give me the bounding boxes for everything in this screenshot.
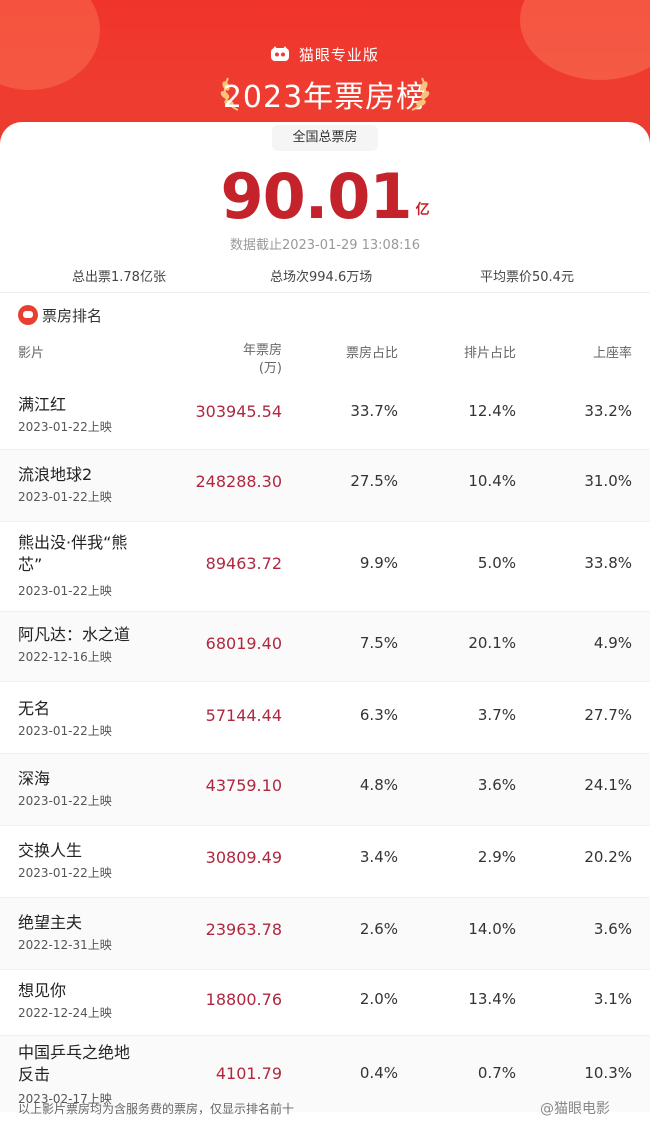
film-name: 阿凡达：水之道 (18, 625, 131, 644)
ranking-title-text: 票房排名 (42, 307, 103, 325)
table-row[interactable]: 无名 2023-01-22上映 57144.44 6.3% 3.7% 27.7% (0, 682, 650, 754)
film-name: 想见你 (18, 981, 67, 1000)
ranking-title: 票房排名 (18, 305, 102, 326)
average-price: 平均票价50.4元 (480, 270, 574, 285)
occupancy-value: 3.6% (593, 920, 632, 938)
release-date: 2023-02-17上映 (18, 1092, 112, 1106)
box-share-value: 6.3% (359, 706, 398, 724)
schedule-share-value: 2.9% (477, 848, 516, 866)
brand-name: 猫眼专业版 (298, 46, 379, 64)
occupancy-value: 3.1% (593, 990, 632, 1008)
column-box-share: 票房占比 (345, 346, 398, 361)
maoyan-logo-icon (271, 46, 290, 61)
table-row[interactable]: 满江红 2023-01-22上映 303945.54 33.7% 12.4% 3… (0, 378, 650, 450)
film-name: 无名 (18, 699, 51, 718)
column-box-office: 年票房(万) (242, 343, 282, 376)
box-share-value: 0.4% (359, 1064, 398, 1082)
data-timestamp: 数据截止2023-01-29 13:08:16 (229, 238, 421, 253)
release-date: 2022-12-31上映 (18, 938, 112, 952)
table-row[interactable]: 流浪地球2 2023-01-22上映 248288.30 27.5% 10.4%… (0, 450, 650, 522)
total-tickets: 总出票1.78亿张 (72, 270, 166, 285)
schedule-share-value: 3.6% (477, 776, 516, 794)
schedule-share-value: 10.4% (468, 472, 516, 490)
release-date: 2022-12-24上映 (18, 1006, 112, 1020)
schedule-share-value: 0.7% (477, 1064, 516, 1082)
schedule-share-value: 13.4% (468, 990, 516, 1008)
film-name: 流浪地球2 (18, 465, 93, 484)
release-date: 2023-01-22上映 (18, 866, 112, 880)
total-box-office-value: 90.01 (220, 160, 412, 233)
box-share-value: 4.8% (359, 776, 398, 794)
occupancy-value: 20.2% (584, 848, 632, 866)
box-share-value: 2.6% (359, 920, 398, 938)
box-office-value: 30809.49 (205, 848, 282, 867)
brand: 猫眼专业版 (0, 44, 650, 65)
release-date: 2023-01-22上映 (18, 420, 112, 434)
column-occupancy: 上座率 (592, 346, 632, 361)
box-office-value: 303945.54 (195, 402, 282, 421)
national-total-badge: 全国总票房 (272, 125, 378, 151)
box-office-value: 68019.40 (205, 634, 282, 653)
box-office-value: 23963.78 (205, 920, 282, 939)
divider (0, 292, 650, 293)
box-share-value: 2.0% (359, 990, 398, 1008)
release-date: 2023-01-22上映 (18, 794, 112, 808)
film-name: 深海 (18, 769, 51, 788)
box-office-value: 57144.44 (205, 706, 282, 725)
table-row[interactable]: 阿凡达：水之道 2022-12-16上映 68019.40 7.5% 20.1%… (0, 612, 650, 682)
release-date: 2022-12-16上映 (18, 650, 112, 664)
watermark: @猫眼电影 (540, 1101, 610, 1117)
film-name: 中国乒乓之绝地反击 (18, 1043, 131, 1084)
laurel-right-icon (411, 77, 430, 111)
column-film: 影片 (18, 346, 45, 361)
box-office-value: 248288.30 (195, 472, 282, 491)
schedule-share-value: 3.7% (477, 706, 516, 724)
box-share-value: 7.5% (359, 634, 398, 652)
total-box-office-unit: 亿 (415, 202, 430, 218)
box-share-value: 27.5% (350, 472, 398, 490)
table-row[interactable]: 想见你 2022-12-24上映 18800.76 2.0% 13.4% 3.1… (0, 970, 650, 1036)
box-office-value: 89463.72 (205, 554, 282, 573)
film-name: 熊出没·伴我“熊芯” (18, 533, 128, 574)
schedule-share-value: 20.1% (468, 634, 516, 652)
header-glow-right (520, 0, 650, 80)
schedule-share-value: 14.0% (468, 920, 516, 938)
occupancy-value: 33.8% (584, 554, 632, 572)
total-shows: 总场次994.6万场 (270, 270, 373, 285)
occupancy-value: 27.7% (584, 706, 632, 724)
schedule-share-value: 5.0% (477, 554, 516, 572)
table-row[interactable]: 中国乒乓之绝地反击 2023-02-17上映 4101.79 0.4% 0.7%… (0, 1036, 650, 1112)
box-office-value: 43759.10 (205, 776, 282, 795)
occupancy-value: 31.0% (584, 472, 632, 490)
box-office-value: 18800.76 (205, 990, 282, 1009)
column-schedule-share: 排片占比 (463, 346, 516, 361)
box-office-value: 4101.79 (215, 1064, 282, 1083)
occupancy-value: 10.3% (584, 1064, 632, 1082)
footer-note: 以上影片票房均为含服务费的票房，仅显示排名前十 (18, 1102, 295, 1116)
table-row[interactable]: 绝望主夫 2022-12-31上映 23963.78 2.6% 14.0% 3.… (0, 898, 650, 970)
ranking-table: 满江红 2023-01-22上映 303945.54 33.7% 12.4% 3… (0, 378, 650, 1112)
schedule-share-value: 12.4% (468, 402, 516, 420)
box-share-value: 3.4% (359, 848, 398, 866)
film-name: 满江红 (18, 395, 67, 414)
table-row[interactable]: 熊出没·伴我“熊芯” 2023-01-22上映 89463.72 9.9% 5.… (0, 522, 650, 612)
ticket-icon (18, 305, 38, 325)
laurel-left-icon (220, 77, 239, 111)
film-name: 交换人生 (18, 841, 83, 860)
release-date: 2023-01-22上映 (18, 490, 112, 504)
page-title: 2023年票房榜 (222, 80, 428, 115)
box-share-value: 33.7% (350, 402, 398, 420)
table-row[interactable]: 交换人生 2023-01-22上映 30809.49 3.4% 2.9% 20.… (0, 826, 650, 898)
occupancy-value: 4.9% (593, 634, 632, 652)
total-box-office: 90.01 亿 (0, 160, 650, 233)
film-name: 绝望主夫 (18, 913, 83, 932)
table-row[interactable]: 深海 2023-01-22上映 43759.10 4.8% 3.6% 24.1% (0, 754, 650, 826)
box-share-value: 9.9% (359, 554, 398, 572)
summary-stats: 总出票1.78亿张 总场次994.6万场 平均票价50.4元 (0, 266, 650, 286)
occupancy-value: 24.1% (584, 776, 632, 794)
release-date: 2023-01-22上映 (18, 584, 112, 598)
release-date: 2023-01-22上映 (18, 724, 112, 738)
occupancy-value: 33.2% (584, 402, 632, 420)
